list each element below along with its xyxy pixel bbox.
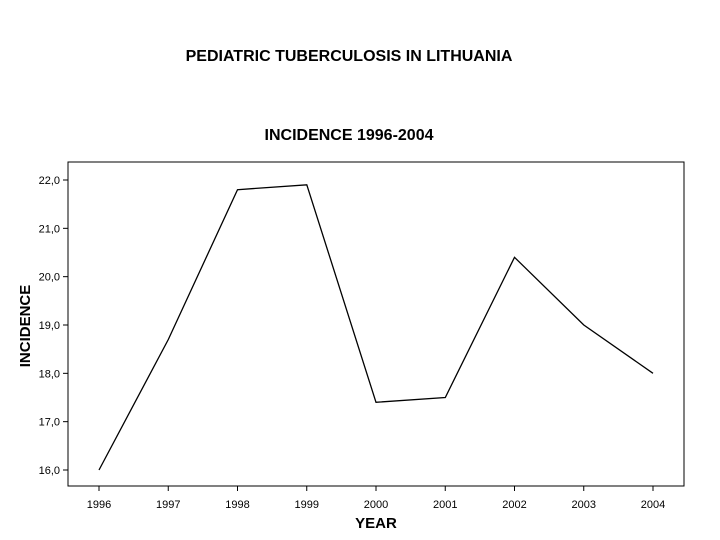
y-tick-label: 20,0 — [39, 272, 60, 284]
y-axis-title: INCIDENCE — [17, 285, 34, 368]
x-axis: 1996 1997 1998 1999 2000 2001 2002 2003 2004 — [87, 486, 665, 511]
x-tick-label: 1998 — [225, 499, 249, 511]
x-tick-label: 1996 — [87, 499, 111, 511]
x-tick-label: 2004 — [641, 499, 665, 511]
x-tick-label: 1999 — [295, 499, 319, 511]
y-tick-label: 19,0 — [39, 320, 60, 332]
chart-title: INCIDENCE 1996-2004 — [265, 127, 434, 144]
y-tick-label: 16,0 — [39, 465, 60, 477]
y-tick-label: 17,0 — [39, 417, 60, 429]
page-title: PEDIATRIC TUBERCULOSIS IN LITHUANIA — [185, 48, 513, 65]
series-layer — [98, 184, 654, 471]
x-tick-label: 2001 — [433, 499, 457, 511]
x-axis-title: YEAR — [355, 515, 397, 532]
y-tick-label: 22,0 — [39, 175, 60, 187]
plot-frame — [67, 161, 685, 487]
x-tick-label: 2002 — [502, 499, 526, 511]
x-tick-label: 2000 — [364, 499, 388, 511]
series-line — [98, 184, 654, 471]
x-tick-label: 2003 — [572, 499, 596, 511]
y-axis: 16,0 17,0 18,0 19,0 20,0 21,0 22,0 — [39, 175, 68, 477]
y-tick-label: 18,0 — [39, 368, 60, 380]
x-tick-label: 1997 — [156, 499, 180, 511]
y-tick-label: 21,0 — [39, 223, 60, 235]
